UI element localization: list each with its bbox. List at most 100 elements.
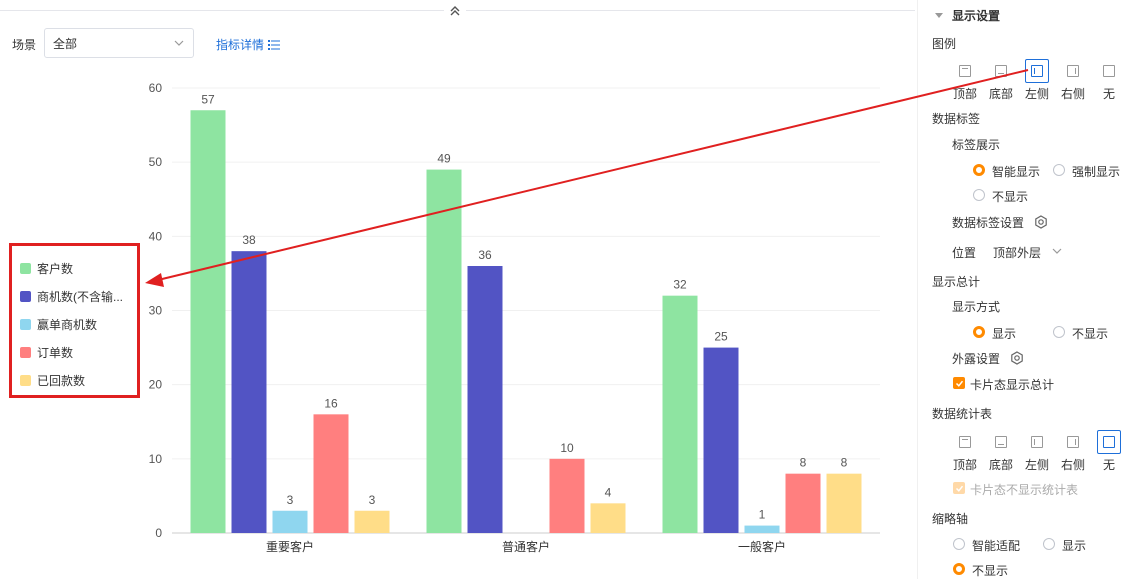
stats-option-0[interactable] <box>953 430 977 454</box>
icon-mark <box>1075 68 1076 74</box>
metric-details-label: 指标详情 <box>216 38 265 52</box>
card-show-total-checkbox[interactable] <box>953 377 965 389</box>
layout-position-icon <box>959 65 971 77</box>
y-tick-label: 10 <box>149 452 163 466</box>
legend-item[interactable]: 赢单商机数 <box>20 310 137 338</box>
stats-option-2[interactable] <box>1025 430 1049 454</box>
bar <box>662 295 698 533</box>
legend-swatch <box>20 374 31 386</box>
x-category-label: 重要客户 <box>266 539 314 554</box>
bar <box>354 510 390 533</box>
icon-mark <box>1075 439 1076 445</box>
bar <box>426 169 462 533</box>
legend-item[interactable]: 商机数(不含输... <box>20 282 137 310</box>
legend-option-1[interactable] <box>989 59 1013 83</box>
thumb-show-text: 显示 <box>1062 539 1087 553</box>
data-label: 16 <box>324 396 338 410</box>
data-label: 49 <box>437 152 451 166</box>
y-tick-label: 40 <box>149 229 163 243</box>
layout-position-icon <box>959 436 971 448</box>
data-labels-title: 数据标签 <box>932 112 981 126</box>
layout-position-icon <box>1103 65 1115 77</box>
legend-item[interactable]: 订单数 <box>20 338 137 366</box>
settings-icon[interactable] <box>1010 351 1024 365</box>
label-force-radio[interactable] <box>1053 164 1065 176</box>
layout-position-icon <box>995 436 1007 448</box>
thumb-hide-radio[interactable] <box>953 563 965 575</box>
layout-position-icon <box>1031 65 1043 77</box>
legend-label: 赢单商机数 <box>37 317 98 332</box>
chevron-down-icon <box>174 40 184 46</box>
total-mode-title: 显示方式 <box>952 300 1001 314</box>
icon-mark <box>962 439 968 440</box>
bar <box>590 503 626 533</box>
bar <box>826 473 862 533</box>
thumb-smart-radio[interactable] <box>953 538 965 550</box>
data-label: 36 <box>478 248 492 262</box>
total-show-radio[interactable] <box>973 326 985 338</box>
data-label: 38 <box>242 233 256 247</box>
legend-item[interactable]: 已回款数 <box>20 366 137 394</box>
legend-option-4[interactable] <box>1097 59 1121 83</box>
list-icon <box>268 39 281 50</box>
legend-option-label: 无 <box>1103 87 1116 101</box>
stats-option-3[interactable] <box>1061 430 1085 454</box>
caret-down-icon[interactable] <box>934 10 944 20</box>
position-select[interactable]: 顶部外层 <box>993 246 1042 260</box>
check-icon <box>955 485 963 492</box>
bar <box>231 251 267 533</box>
thumb-axis-title: 缩略轴 <box>932 512 969 526</box>
double-chevron-up-icon <box>450 6 460 16</box>
legend-item[interactable]: 客户数 <box>20 254 137 282</box>
data-label: 3 <box>369 493 376 507</box>
collapse-button[interactable] <box>444 2 466 20</box>
data-label: 3 <box>287 493 294 507</box>
data-label: 10 <box>560 441 574 455</box>
label-hide-radio[interactable] <box>973 189 985 201</box>
stats-option-4[interactable] <box>1097 430 1121 454</box>
scene-select[interactable]: 全部 <box>44 28 194 58</box>
scene-label: 场景 <box>12 38 37 52</box>
label-smart-radio[interactable] <box>973 164 985 176</box>
icon-mark <box>1034 68 1035 74</box>
layout-position-icon <box>1067 65 1079 77</box>
bar <box>467 266 503 533</box>
check-icon <box>955 380 963 387</box>
legend-section-title: 图例 <box>932 37 957 51</box>
legend-option-0[interactable] <box>953 59 977 83</box>
thumb-hide-text: 不显示 <box>972 564 1009 578</box>
metric-details-link[interactable]: 指标详情 <box>216 36 281 53</box>
legend-option-2[interactable] <box>1025 59 1049 83</box>
stats-option-1[interactable] <box>989 430 1013 454</box>
chevron-down-icon[interactable] <box>1051 246 1063 256</box>
legend-label: 客户数 <box>37 261 74 276</box>
data-label: 57 <box>201 92 215 106</box>
total-hide-radio[interactable] <box>1053 326 1065 338</box>
x-category-label: 普通客户 <box>502 539 550 554</box>
legend-swatch <box>20 290 31 302</box>
bar <box>785 473 821 533</box>
legend-label: 已回款数 <box>37 373 86 388</box>
legend-option-label: 左侧 <box>1025 87 1050 101</box>
y-tick-label: 20 <box>149 378 163 392</box>
settings-icon[interactable] <box>1034 215 1048 229</box>
legend-option-3[interactable] <box>1061 59 1085 83</box>
expose-settings-text: 外露设置 <box>952 352 1001 366</box>
thumb-show-radio[interactable] <box>1043 538 1055 550</box>
label-hide-text: 不显示 <box>992 190 1029 204</box>
label-settings-text: 数据标签设置 <box>952 216 1025 230</box>
icon-mark <box>1034 439 1035 445</box>
layout-position-icon <box>995 65 1007 77</box>
position-label: 位置 <box>952 246 977 260</box>
stats-section-title: 数据统计表 <box>932 407 993 421</box>
legend-label: 订单数 <box>37 345 74 360</box>
display-settings-panel: 显示设置 图例 顶部 底部 左侧 右侧无 数据标签 标签展示 智能显示 强制显示 不显… <box>917 0 1135 579</box>
panel-title: 显示设置 <box>952 9 1001 23</box>
layout-position-icon <box>1103 436 1115 448</box>
stats-option-label: 顶部 <box>953 458 978 472</box>
label-smart-text: 智能显示 <box>992 165 1041 179</box>
card-hide-stats-checkbox[interactable] <box>953 482 965 494</box>
stats-option-label: 右侧 <box>1061 458 1086 472</box>
data-label: 4 <box>605 485 612 499</box>
layout-position-icon <box>1067 436 1079 448</box>
